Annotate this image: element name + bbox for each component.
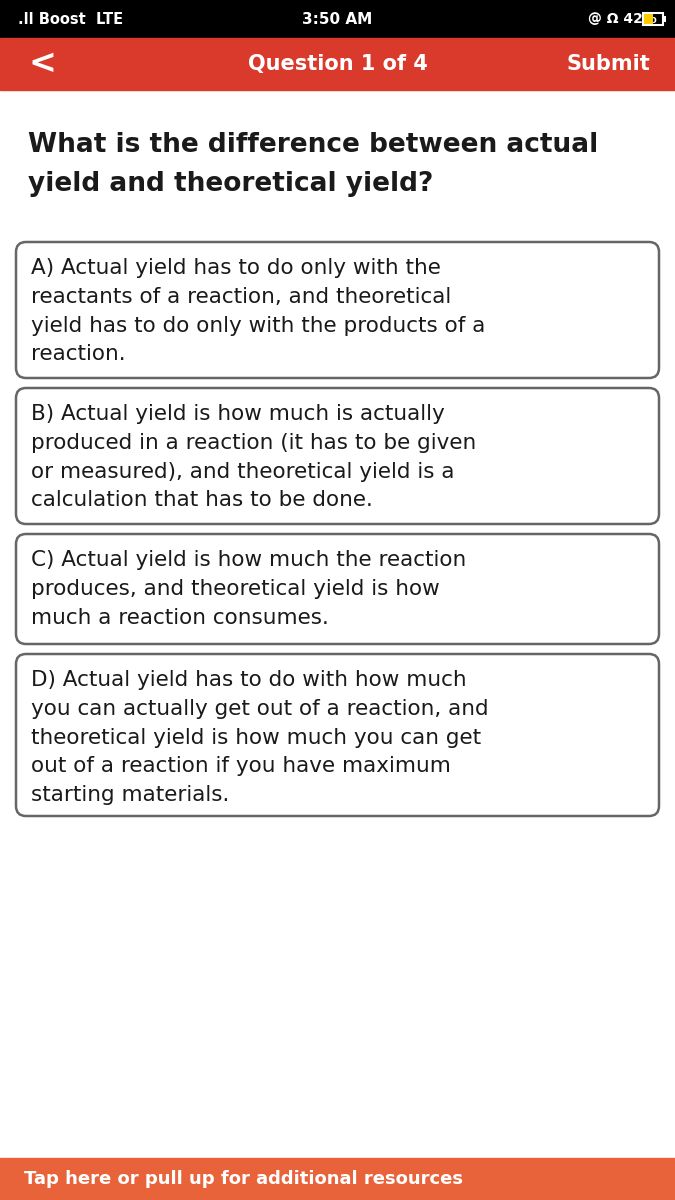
Bar [643, 13, 663, 25]
Text: .ll Boost  LTE: .ll Boost LTE [18, 12, 123, 26]
Text: C) Actual yield is how much the reaction
produces, and theoretical yield is how
: C) Actual yield is how much the reaction… [31, 550, 466, 628]
Text: <: < [28, 48, 56, 80]
FancyBboxPatch shape [16, 534, 659, 644]
Bar [644, 14, 653, 24]
Text: Tap here or pull up for additional resources: Tap here or pull up for additional resou… [24, 1170, 463, 1188]
Text: What is the difference between actual
yield and theoretical yield?: What is the difference between actual yi… [28, 132, 598, 197]
FancyBboxPatch shape [16, 654, 659, 816]
Text: 3:50 AM: 3:50 AM [302, 12, 373, 26]
FancyBboxPatch shape [16, 242, 659, 378]
Text: @ Ω 42%: @ Ω 42% [588, 12, 657, 26]
Text: A) Actual yield has to do only with the
reactants of a reaction, and theoretical: A) Actual yield has to do only with the … [31, 258, 485, 365]
FancyBboxPatch shape [16, 388, 659, 524]
Bar [663, 16, 666, 22]
Text: Question 1 of 4: Question 1 of 4 [248, 54, 427, 74]
Bar [0, 0, 675, 38]
Bar [0, 38, 675, 90]
Bar [0, 1158, 675, 1200]
Text: B) Actual yield is how much is actually
produced in a reaction (it has to be giv: B) Actual yield is how much is actually … [31, 404, 477, 510]
Text: D) Actual yield has to do with how much
you can actually get out of a reaction, : D) Actual yield has to do with how much … [31, 670, 489, 805]
Text: Submit: Submit [566, 54, 650, 74]
